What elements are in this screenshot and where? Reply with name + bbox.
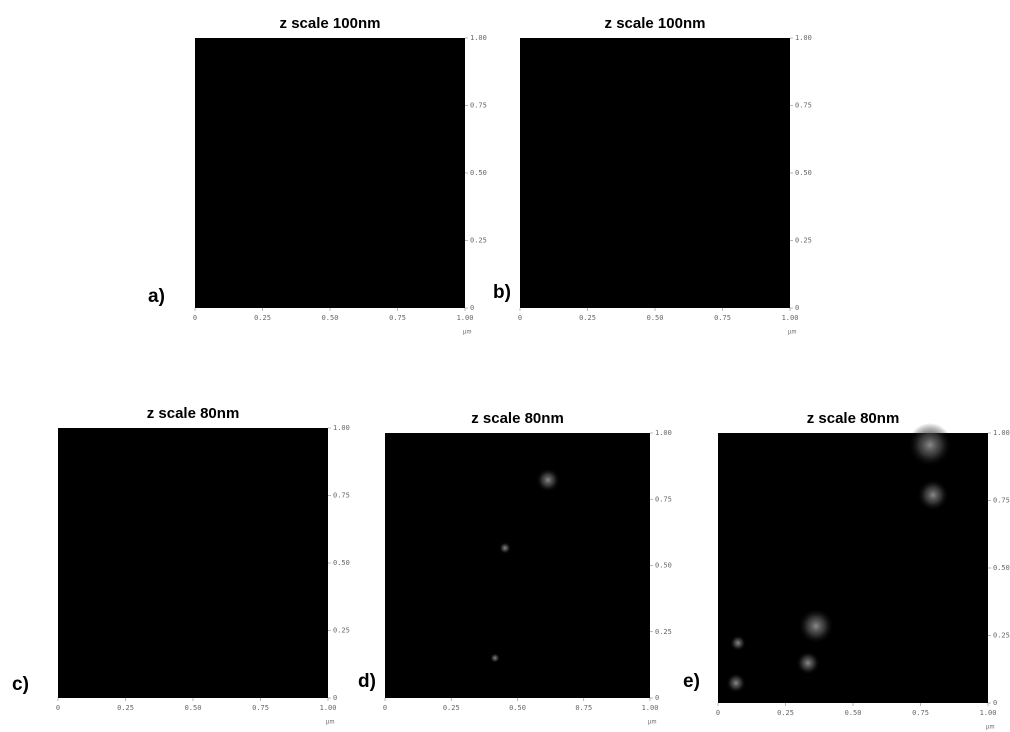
y-tick-label: 1.00 [795,34,812,42]
y-tick-label: 0.75 [993,497,1010,505]
x-tick-label: 1.00 [457,314,474,322]
x-tick-label: 0 [383,704,387,712]
surface-feature [798,608,834,644]
y-tick-label: 0.75 [333,492,350,500]
y-tick-label: 0.25 [655,628,672,636]
panel-title: z scale 100nm [605,15,706,32]
surface-feature [908,423,952,467]
afm-image [718,433,988,703]
y-tick-label: 0.75 [470,102,487,110]
x-tick-label: 0.75 [575,704,592,712]
y-tick-label: 0.50 [795,169,812,177]
x-tick-label: 0.75 [252,704,269,712]
x-tick-label: 0.50 [322,314,339,322]
x-tick-label: 0 [56,704,60,712]
y-tick-label: 1.00 [993,429,1010,437]
panel-title: z scale 80nm [807,410,900,427]
y-tick-label: 0 [795,304,799,312]
x-tick-label: 0.50 [845,709,862,717]
x-tick-label: 0.50 [185,704,202,712]
x-tick-label: 1.00 [980,709,997,717]
surface-feature [490,653,500,663]
y-tick-label: 0.75 [655,495,672,503]
x-tick-label: 0.75 [389,314,406,322]
afm-image [385,433,650,698]
x-tick-label: 0.25 [443,704,460,712]
y-tick-label: 0.25 [470,237,487,245]
surface-feature [499,542,511,554]
afm-image [520,38,790,308]
axis-unit: µm [326,720,334,726]
panel-label: a) [148,286,165,307]
surface-feature [536,468,560,492]
x-tick-label: 0.75 [912,709,929,717]
y-tick-label: 1.00 [470,34,487,42]
surface-feature [917,479,949,511]
axis-unit: µm [986,725,994,731]
x-tick-label: 0.50 [647,314,664,322]
panel-title: z scale 80nm [147,405,240,422]
panel-label: d) [358,671,376,692]
y-tick-label: 0.75 [795,102,812,110]
afm-image [195,38,465,308]
panel-title: z scale 80nm [471,410,564,427]
y-tick-label: 0 [333,694,337,702]
panel-title: z scale 100nm [280,15,381,32]
y-tick-label: 0.50 [655,562,672,570]
panel-label: e) [683,671,700,692]
y-tick-label: 0.25 [993,632,1010,640]
x-tick-label: 0.25 [777,709,794,717]
axis-unit: µm [788,330,796,336]
x-tick-label: 0.50 [509,704,526,712]
x-tick-label: 0 [716,709,720,717]
y-tick-label: 0.50 [993,564,1010,572]
y-tick-label: 1.00 [655,429,672,437]
surface-feature [730,635,746,651]
y-tick-label: 0.50 [470,169,487,177]
axis-unit: µm [648,720,656,726]
x-tick-label: 0 [193,314,197,322]
surface-feature [796,651,820,675]
x-tick-label: 0.25 [117,704,134,712]
x-tick-label: 0.25 [254,314,271,322]
x-tick-label: 0.25 [579,314,596,322]
y-tick-label: 0.50 [333,559,350,567]
afm-image [58,428,328,698]
y-tick-label: 0.25 [333,627,350,635]
x-tick-label: 1.00 [320,704,337,712]
x-tick-label: 1.00 [642,704,659,712]
y-tick-label: 0 [655,694,659,702]
panel-label: c) [12,674,29,695]
axis-unit: µm [463,330,471,336]
x-tick-label: 0 [518,314,522,322]
x-tick-label: 1.00 [782,314,799,322]
y-tick-label: 1.00 [333,424,350,432]
y-tick-label: 0 [470,304,474,312]
x-tick-label: 0.75 [714,314,731,322]
panel-label: b) [493,282,511,303]
y-tick-label: 0 [993,699,997,707]
y-tick-label: 0.25 [795,237,812,245]
surface-feature [726,673,746,693]
